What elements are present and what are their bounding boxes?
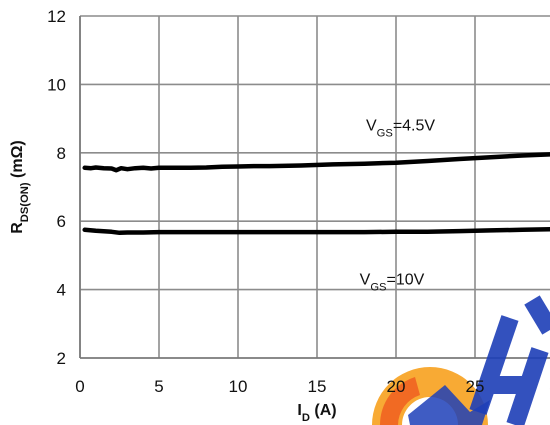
x-tick-label-20: 20: [387, 377, 406, 396]
y-tick-label-10: 10: [47, 75, 66, 94]
y-tick-label-4: 4: [57, 281, 66, 300]
grid: [79, 15, 550, 359]
series-layer: [82, 152, 550, 236]
y-axis-title: RDS(ON) (mΩ): [9, 140, 31, 234]
x-tick-label-15: 15: [308, 377, 327, 396]
y-tick-label-2: 2: [57, 349, 66, 368]
x-tick-label-0: 0: [75, 377, 84, 396]
y-tick-label-8: 8: [57, 144, 66, 163]
series-line-2: [82, 226, 550, 236]
x-tick-label-10: 10: [229, 377, 248, 396]
x-axis-title: ID (A): [297, 402, 336, 424]
y-tick-label-6: 6: [57, 212, 66, 231]
series-label-1: VGS=4.5V: [366, 118, 435, 140]
watermark-logo: [372, 295, 550, 425]
x-tick-label-25: 25: [466, 377, 485, 396]
y-tick-label-12: 12: [47, 7, 66, 26]
series-line-1: [82, 152, 550, 173]
series-label-2: VGS=10V: [360, 271, 425, 293]
x-tick-label-5: 5: [154, 377, 163, 396]
